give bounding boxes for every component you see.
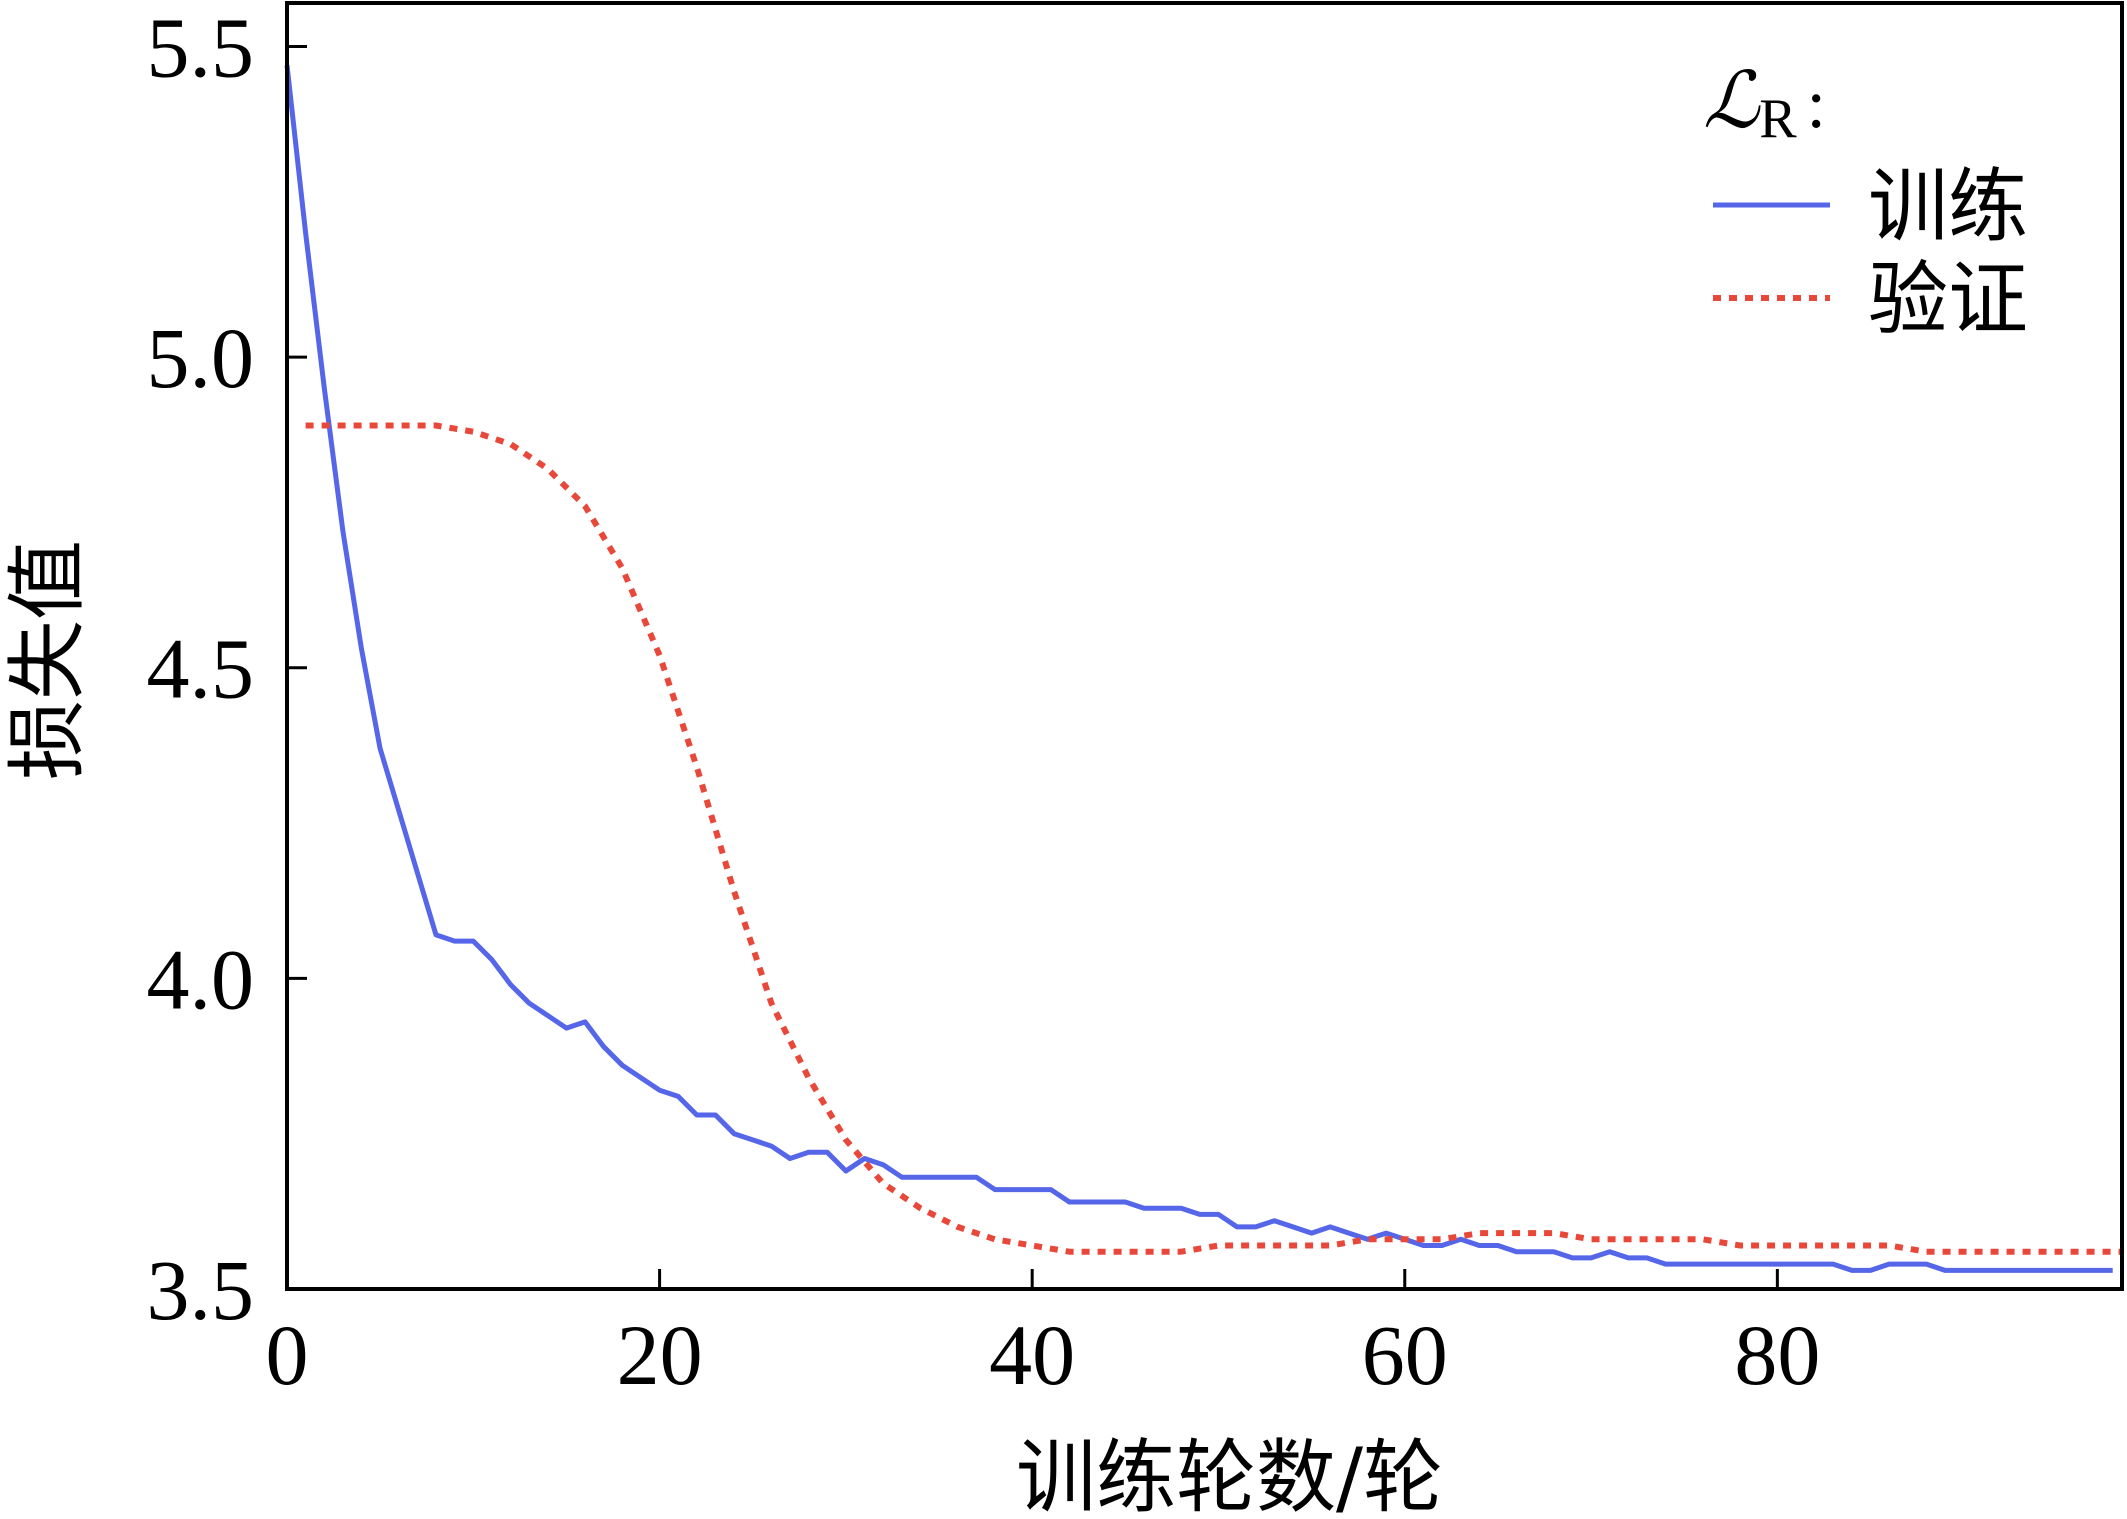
y-axis-title: 损失值 — [1, 540, 94, 780]
series-line-validation — [305, 422, 2122, 1255]
x-axis-title: 训练轮数/轮 — [1016, 1431, 1443, 1519]
legend-title: ℒR: — [1703, 57, 1826, 150]
x-tick-label: 60 — [1362, 1307, 1448, 1403]
series-layer — [284, 64, 2122, 1273]
series-line-train — [284, 64, 2113, 1273]
legend-title-subscript: R — [1759, 88, 1797, 150]
legend-title-colon: : — [1807, 66, 1826, 143]
y-tick-label: 5.5 — [147, 0, 255, 95]
axes-layer: 0 20 40 60 80 3.5 4.0 4.5 5.0 5.5 — [147, 0, 2124, 1403]
x-tick-label: 20 — [617, 1307, 703, 1403]
plot-frame — [285, 1, 2124, 1291]
x-tick-label: 80 — [1734, 1307, 1820, 1403]
legend-title-symbol: ℒ — [1703, 57, 1761, 144]
y-tick-label: 3.5 — [147, 1242, 255, 1338]
legend-label-train: 训练 — [1868, 160, 2028, 253]
x-tick-label: 40 — [989, 1307, 1075, 1403]
legend-label-validation: 验证 — [1868, 253, 2028, 346]
y-tick-label: 4.5 — [147, 621, 255, 717]
x-tick-label: 0 — [266, 1307, 309, 1403]
y-tick-label: 5.0 — [147, 310, 255, 406]
y-tick-label: 4.0 — [147, 931, 255, 1027]
